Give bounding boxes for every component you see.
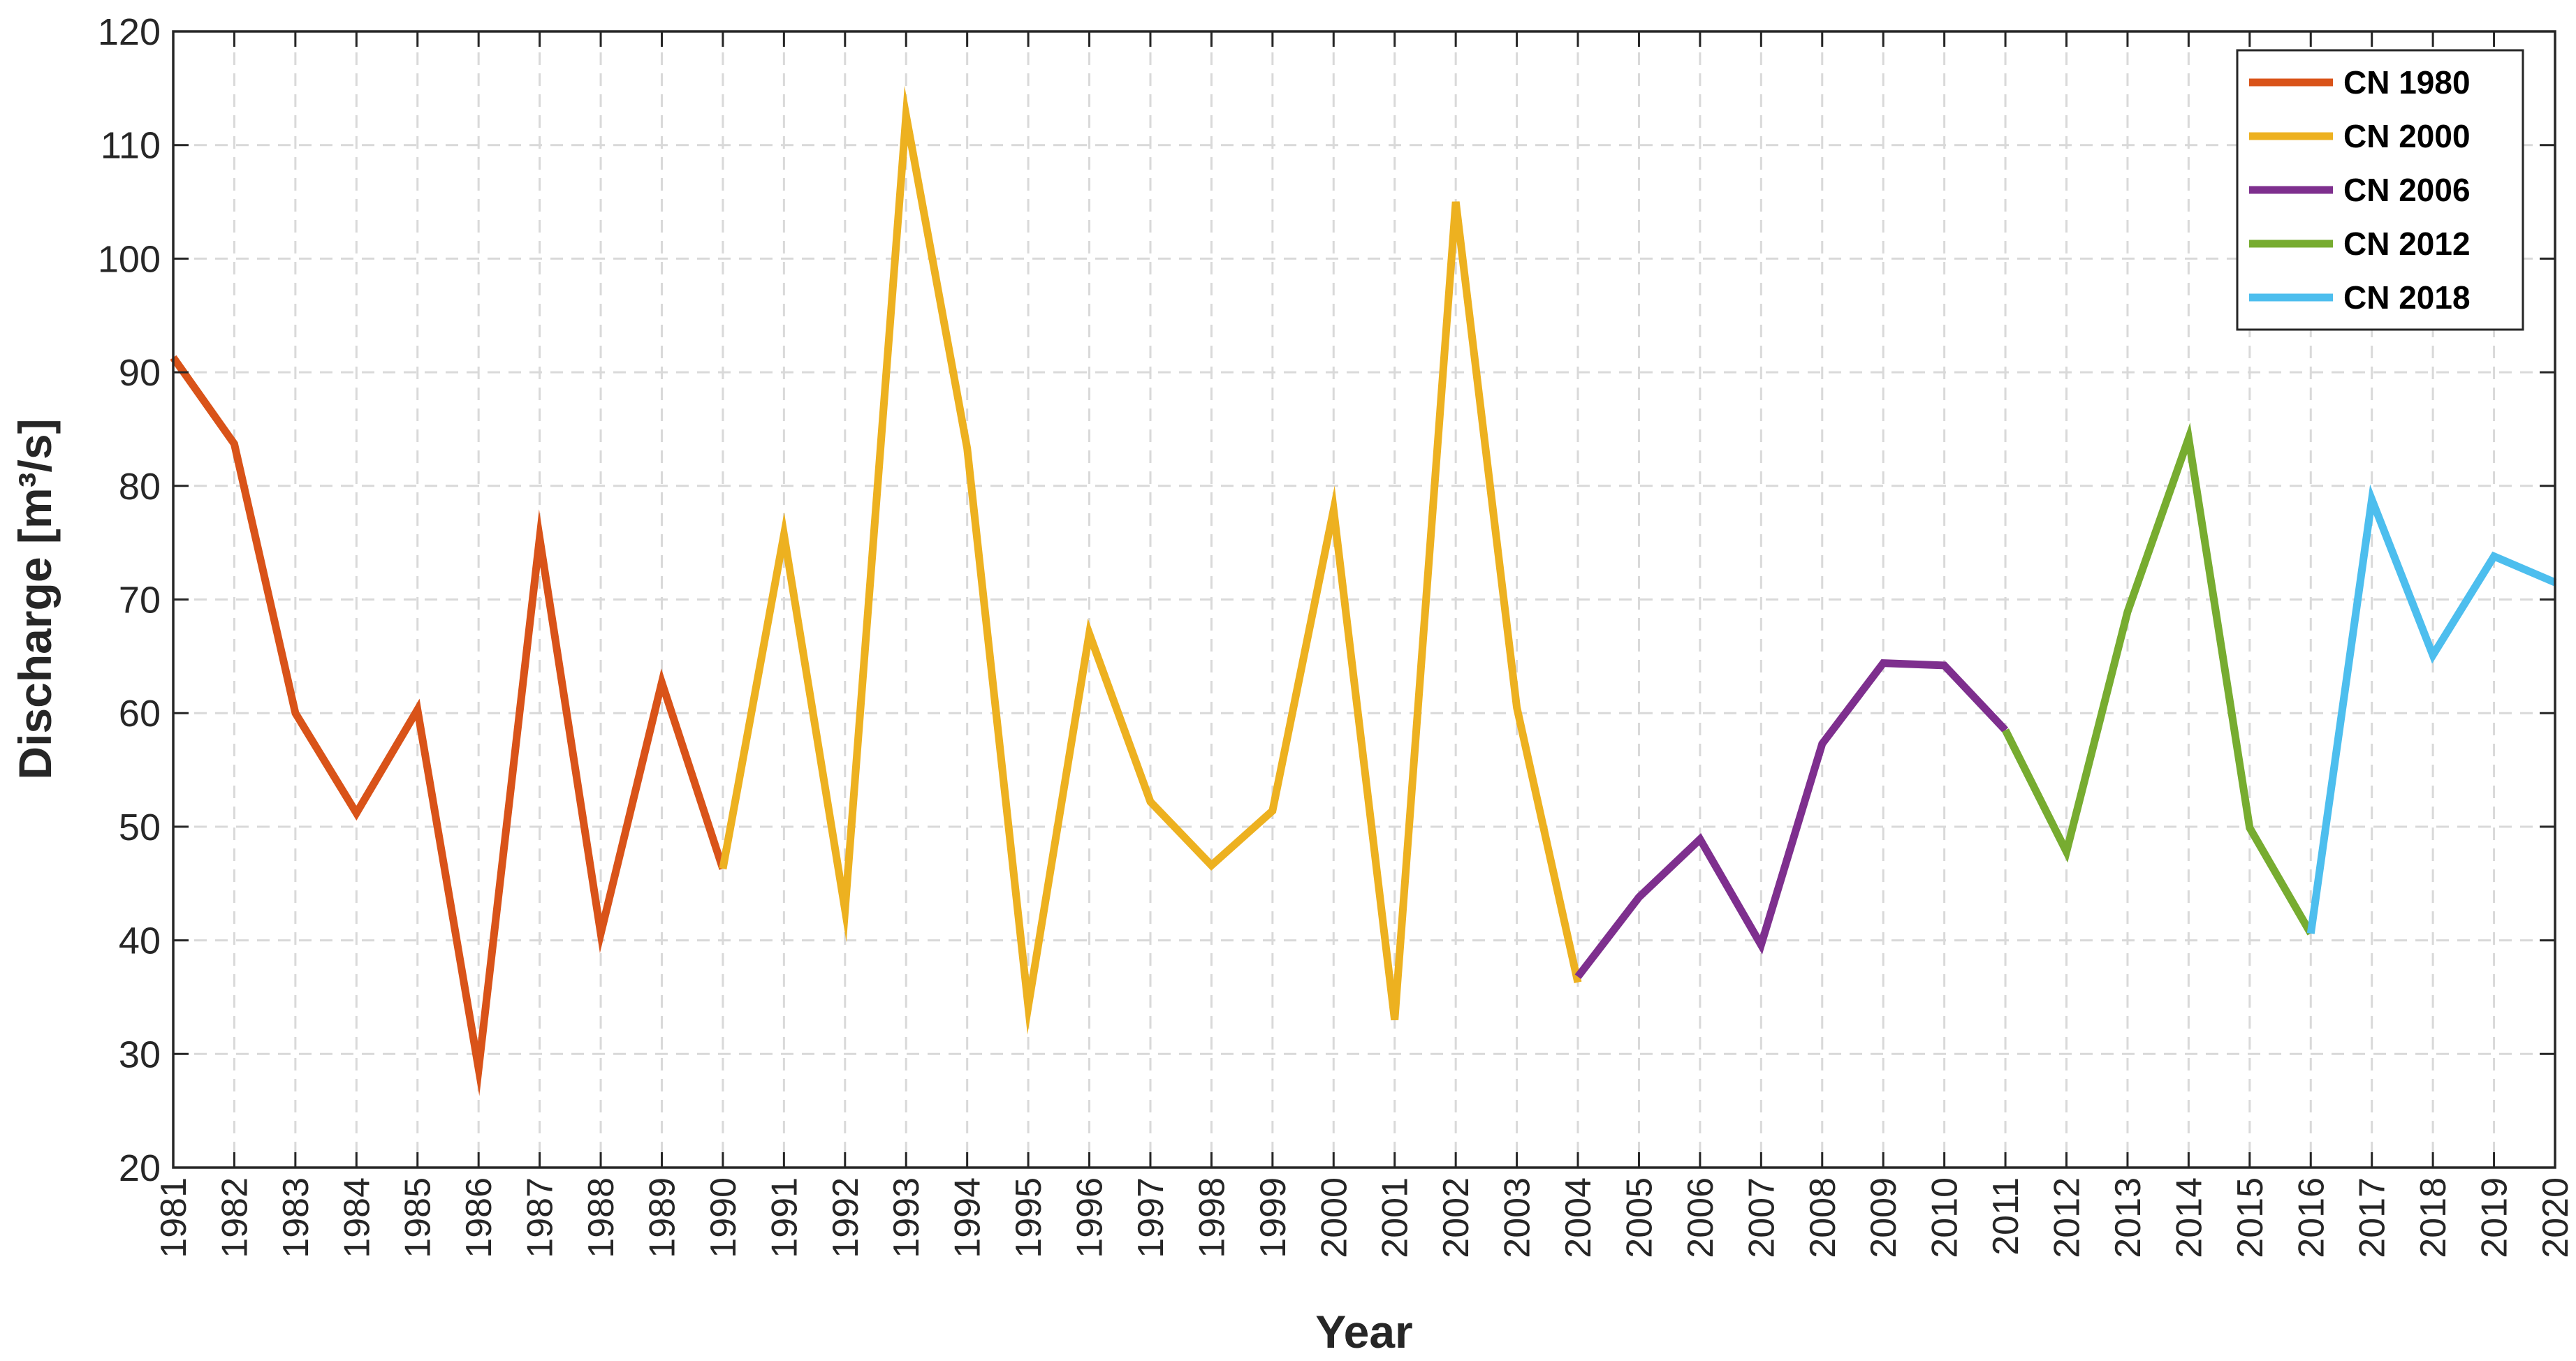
x-tick-label: 1994 [948,1177,988,1258]
x-tick-label: 2009 [1864,1177,1904,1258]
y-axis-ticks: 20 30 40 50 60 70 80 90 100 110 120 [98,11,2555,1189]
x-tick-label: 2020 [2535,1177,2576,1258]
x-tick-label: 2000 [1314,1177,1354,1258]
y-tick-label: 70 [119,580,161,621]
x-tick-label: 1984 [337,1177,377,1258]
series-line-cn-2006 [1574,659,2009,980]
x-tick-label: 1998 [1192,1177,1232,1258]
y-tick-label: 120 [98,11,161,53]
y-tick-label: 60 [119,693,161,735]
x-tick-label: 2019 [2475,1177,2515,1258]
legend-label: CN 2000 [2343,118,2471,154]
y-tick-label: 40 [119,920,161,962]
y-tick-label: 50 [119,807,161,848]
x-tick-label: 1986 [459,1177,499,1258]
x-tick-label: 2018 [2413,1177,2454,1258]
x-tick-label: 2017 [2352,1177,2393,1258]
x-tick-label: 1990 [703,1177,744,1258]
x-tick-label: 1985 [398,1177,439,1258]
x-tick-label: 2010 [1925,1177,1966,1258]
series-line-cn-2012 [2002,422,2315,936]
x-tick-label: 2001 [1375,1177,1416,1258]
x-tick-label: 1995 [1009,1177,1049,1258]
x-tick-label: 2014 [2169,1177,2209,1258]
legend-label: CN 2018 [2343,279,2471,316]
x-tick-label: 2015 [2230,1177,2271,1258]
x-tick-label: 1981 [154,1177,194,1258]
x-tick-label: 1983 [276,1177,316,1258]
x-tick-label: 1992 [826,1177,866,1258]
x-tick-label: 2013 [2108,1177,2149,1258]
x-tick-label: 2008 [1803,1177,1843,1258]
x-tick-label: 1989 [642,1177,682,1258]
legend-label: CN 2006 [2343,172,2471,208]
x-axis-title: Year [1315,1306,1412,1358]
x-tick-label: 1993 [886,1177,927,1258]
x-tick-label: 1996 [1070,1177,1111,1258]
x-tick-label: 2006 [1681,1177,1721,1258]
x-tick-label: 1988 [581,1177,622,1258]
legend: CN 1980 CN 2000 CN 2006 CN 2012 CN 2018 [2236,49,2524,331]
y-tick-label: 30 [119,1033,161,1075]
x-tick-label: 1997 [1131,1177,1171,1258]
x-tick-label: 2007 [1741,1177,1782,1258]
x-tick-label: 2012 [2047,1177,2088,1258]
x-tick-label: 1999 [1253,1177,1294,1258]
y-axis-title: Discharge [m³/s] [9,418,61,779]
series-line-cn-2018 [2306,484,2557,934]
legend-label: CN 2012 [2343,226,2471,262]
series-lines [170,85,2557,1096]
series-line-cn-1980 [170,355,727,1096]
x-tick-label: 1991 [764,1177,805,1258]
x-tick-label: 2002 [1436,1177,1477,1258]
y-tick-label: 80 [119,466,161,508]
x-tick-label: 2005 [1619,1177,1660,1258]
y-tick-label: 90 [119,352,161,394]
x-tick-label: 2004 [1558,1177,1599,1258]
y-tick-label: 20 [119,1147,161,1189]
x-tick-label: 1987 [520,1177,561,1258]
series-line-cn-2000 [719,85,1582,1035]
x-tick-label: 2016 [2291,1177,2332,1258]
x-tick-label: 1982 [214,1177,255,1258]
legend-label: CN 1980 [2343,64,2471,101]
x-tick-label: 2003 [1498,1177,1538,1258]
x-axis-ticks: 1981 1982 1983 1984 1985 1986 1987 1988 1989 1990… [154,31,2576,1258]
x-tick-label: 2011 [1986,1177,2026,1256]
y-tick-label: 100 [98,238,161,280]
y-tick-label: 110 [101,125,161,167]
